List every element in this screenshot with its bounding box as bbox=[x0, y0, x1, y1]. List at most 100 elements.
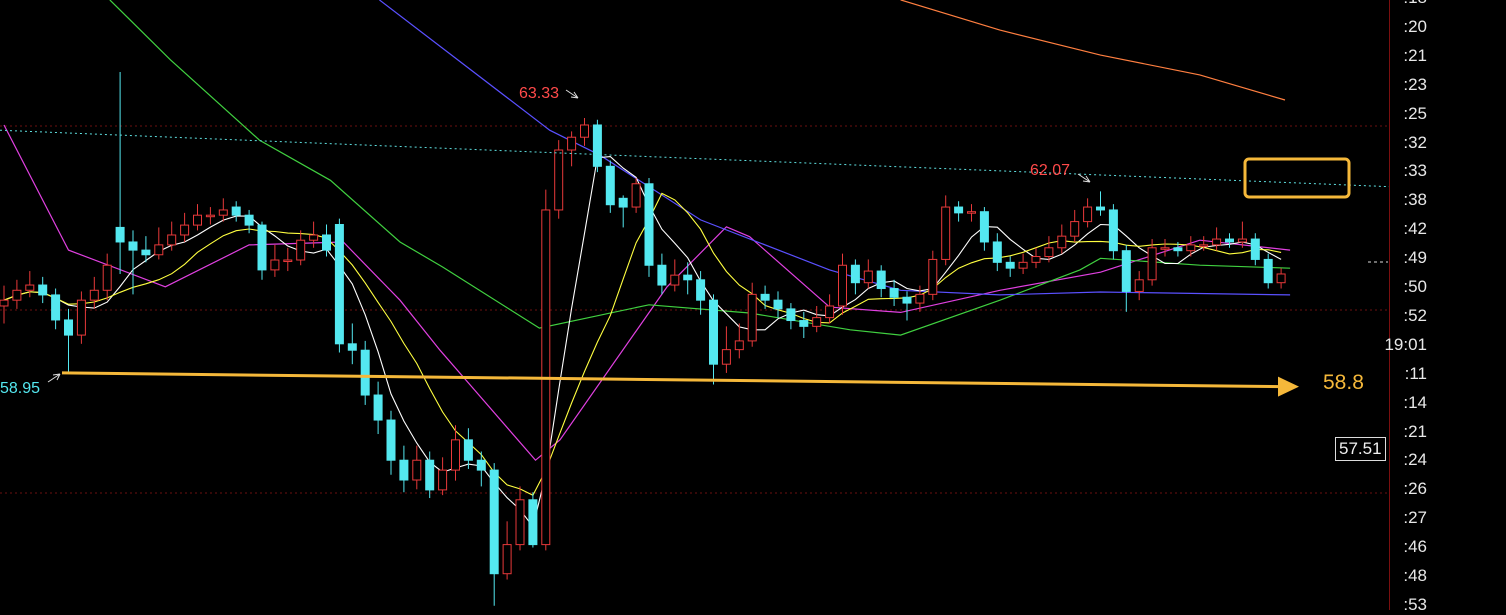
candle-down bbox=[386, 410, 396, 475]
candle-body bbox=[425, 459, 435, 491]
candle-down bbox=[1173, 241, 1183, 257]
high-price-label: 63.33 bbox=[519, 85, 560, 102]
candle-down bbox=[786, 303, 796, 330]
candle-body bbox=[1108, 209, 1118, 252]
candle-down bbox=[373, 381, 383, 435]
candle-down bbox=[51, 288, 61, 330]
candle-body bbox=[683, 274, 693, 281]
candle-down bbox=[954, 201, 964, 222]
low-pointer-icon bbox=[47, 373, 61, 383]
candle-body bbox=[760, 293, 770, 301]
horizontal-arrow-line bbox=[61, 371, 1283, 389]
candle-body bbox=[463, 439, 473, 461]
candle-body bbox=[592, 124, 602, 167]
candle-up bbox=[0, 285, 9, 324]
candle-body bbox=[205, 214, 215, 218]
candle-body bbox=[502, 544, 512, 575]
candle-down bbox=[1263, 253, 1273, 289]
candle-down bbox=[128, 230, 138, 295]
candle-body bbox=[979, 211, 989, 243]
candle-down bbox=[696, 271, 706, 315]
candle-body bbox=[825, 305, 835, 319]
time-axis-label: :18 bbox=[1403, 0, 1427, 8]
candle-up bbox=[1031, 247, 1041, 269]
time-axis-label: :23 bbox=[1403, 74, 1427, 94]
candle-body bbox=[25, 284, 35, 291]
candle-up bbox=[438, 457, 448, 496]
candle-body bbox=[0, 299, 9, 307]
time-axis-label: :52 bbox=[1403, 305, 1427, 325]
candle-up bbox=[412, 445, 422, 490]
candlestick-chart[interactable] bbox=[0, 0, 1390, 610]
candle-body bbox=[1250, 238, 1260, 260]
candle-body bbox=[528, 499, 538, 546]
candle-body bbox=[451, 439, 460, 471]
candle-up bbox=[631, 177, 641, 213]
local-high-pointer-icon bbox=[1077, 173, 1091, 183]
candle-up bbox=[1083, 198, 1093, 228]
candle-down bbox=[618, 195, 628, 228]
candle-body bbox=[954, 206, 964, 214]
candle-up bbox=[747, 282, 757, 347]
candle-down bbox=[425, 451, 435, 499]
candle-body bbox=[696, 279, 706, 301]
candle-up bbox=[863, 259, 873, 289]
candle-body bbox=[1070, 221, 1080, 237]
candle-up bbox=[580, 118, 589, 146]
candle-down bbox=[592, 119, 602, 173]
candle-up bbox=[1018, 253, 1028, 274]
moving-average-line bbox=[379, 0, 1291, 296]
candle-up bbox=[1057, 224, 1067, 254]
time-axis-label: :14 bbox=[1403, 392, 1427, 412]
drawing-overlays[interactable] bbox=[0, 89, 1390, 397]
candle-up bbox=[1134, 271, 1144, 301]
time-axis-label: :46 bbox=[1403, 537, 1427, 557]
time-axis-label: :33 bbox=[1403, 161, 1427, 181]
candle-body bbox=[334, 224, 344, 345]
candle-body bbox=[64, 319, 73, 336]
candle-body bbox=[1121, 250, 1131, 292]
candle-body bbox=[257, 224, 267, 271]
candle-body bbox=[721, 349, 731, 365]
time-axis: :18:20:21:23:25:32:33:38:42:49:50:52 19:0… bbox=[1384, 0, 1506, 614]
candle-up bbox=[1160, 239, 1170, 257]
candle-body bbox=[734, 340, 744, 351]
time-axis-label: :32 bbox=[1403, 132, 1427, 152]
candle-down bbox=[64, 308, 73, 373]
time-axis-label: :42 bbox=[1403, 219, 1427, 239]
candle-body bbox=[141, 249, 151, 256]
candle-body bbox=[618, 197, 628, 208]
candle-up bbox=[721, 326, 731, 373]
current-price-box: 57.51 bbox=[1335, 437, 1386, 461]
candle-body bbox=[167, 234, 177, 246]
candle-up bbox=[567, 131, 577, 167]
candle-body bbox=[1237, 238, 1247, 243]
candle-up bbox=[25, 271, 35, 298]
candle-up bbox=[218, 198, 228, 222]
time-axis-label: :21 bbox=[1403, 45, 1427, 65]
candle-body bbox=[1276, 273, 1286, 284]
candle-down bbox=[38, 276, 48, 304]
candle-body bbox=[644, 183, 654, 266]
candle-up bbox=[915, 285, 925, 312]
candle-body bbox=[567, 136, 577, 151]
candle-body bbox=[270, 259, 280, 271]
candle-down bbox=[244, 209, 254, 234]
candle-up bbox=[89, 276, 99, 309]
candle-down bbox=[347, 323, 357, 365]
moving-average-lines bbox=[3, 0, 1291, 528]
time-axis-label: :48 bbox=[1403, 566, 1427, 585]
candle-up bbox=[167, 221, 177, 251]
candle-body bbox=[1173, 247, 1183, 252]
candle-body bbox=[128, 241, 138, 251]
candles bbox=[0, 72, 1286, 606]
candle-down bbox=[683, 262, 693, 295]
candle-down bbox=[850, 259, 860, 295]
candle-up bbox=[205, 207, 215, 225]
candle-body bbox=[876, 270, 886, 290]
candle-body bbox=[747, 293, 757, 342]
low-price-label: 58.95 bbox=[0, 380, 41, 397]
candle-body bbox=[1096, 206, 1105, 211]
candle-up bbox=[670, 259, 680, 292]
candle-down bbox=[463, 428, 473, 469]
